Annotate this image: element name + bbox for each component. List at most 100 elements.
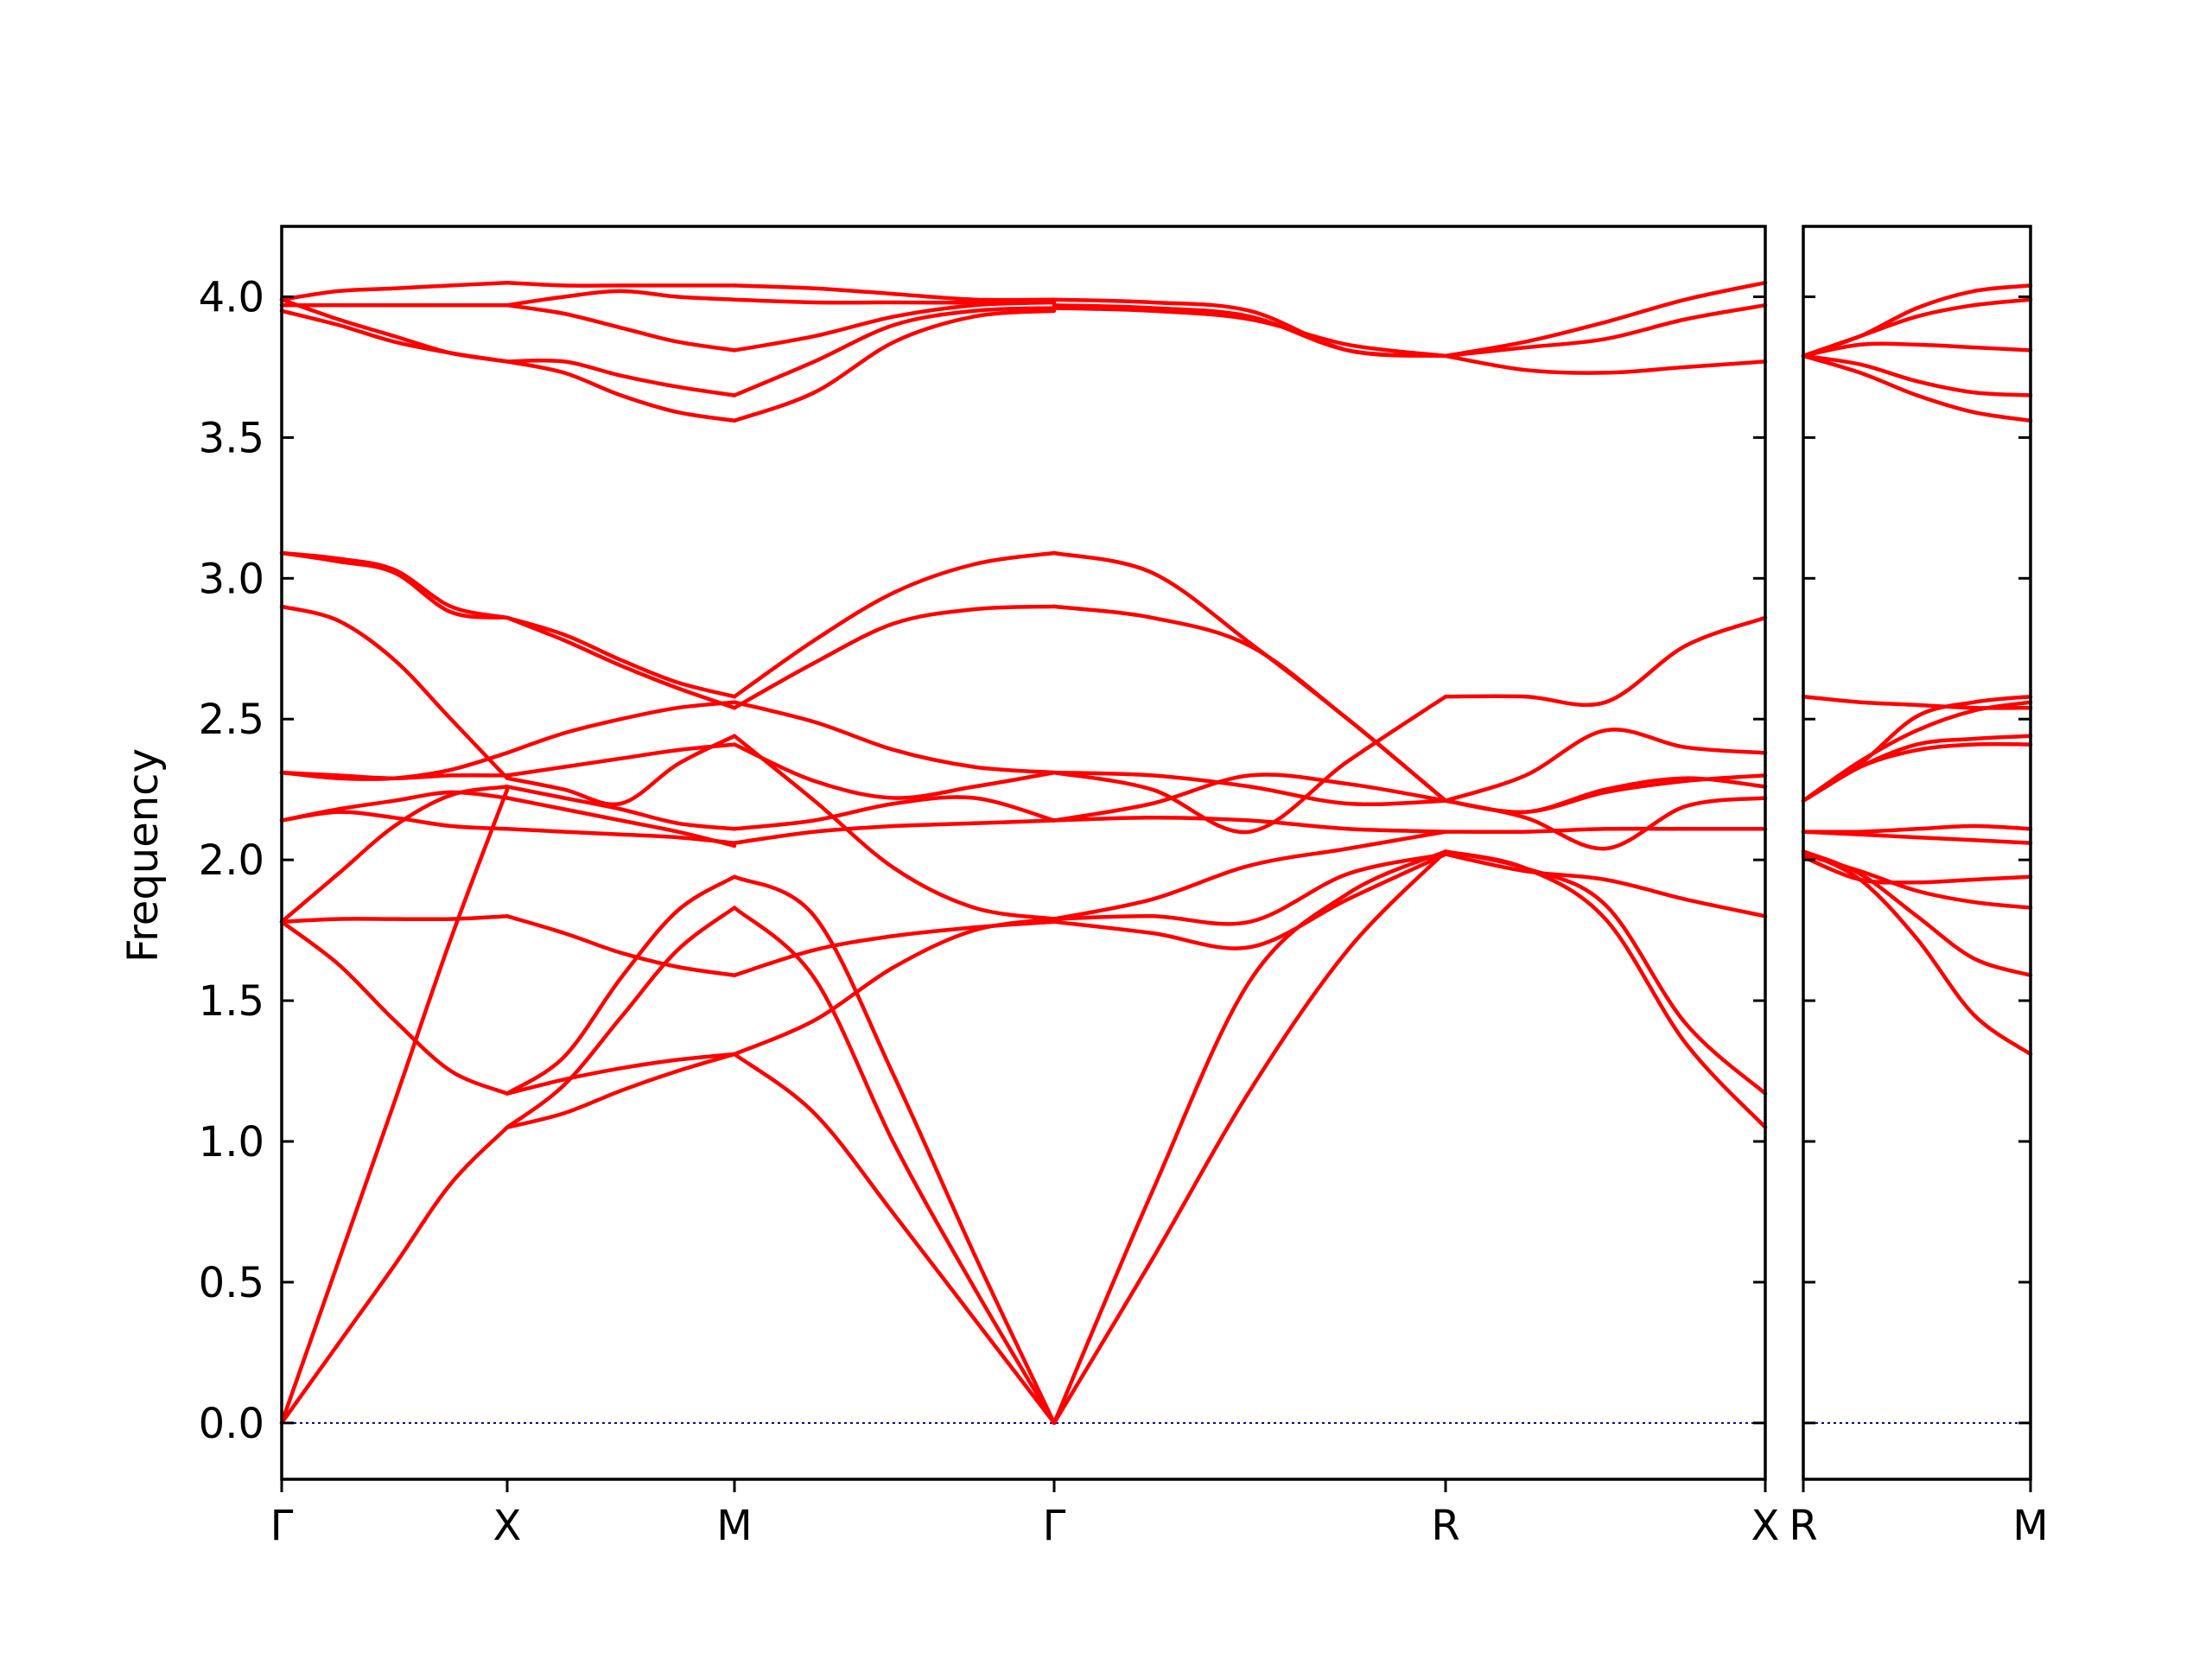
band-line-p2-s1-b13: [1801, 353, 2033, 397]
band-line-p1-s5-b3: [1443, 852, 1768, 918]
band-line-p1-s3-b7: [732, 795, 1057, 831]
band-line-p1-s5-b4: [1443, 826, 1768, 835]
band-line-p1-s3-b17: [732, 283, 1057, 302]
band-line-p1-s2-b17: [505, 289, 737, 308]
band-line-p2-s1-b4: [1801, 855, 2033, 885]
band-line-p1-s3-b8: [732, 742, 1057, 800]
band-line-p1-s2-b15: [505, 358, 737, 397]
ytick-label-3: 1.5: [199, 977, 264, 1026]
band-line-p1-s2-b3: [505, 1052, 737, 1096]
band-line-p1-s3-b14: [732, 306, 1057, 397]
band-line-p1-s5-b2: [1443, 849, 1768, 1096]
band-line-p1-s2-b10: [505, 734, 737, 807]
ytick-label-0: 0.0: [199, 1400, 264, 1448]
band-line-p1-s4-b1: [1052, 849, 1448, 1426]
xtick-label-p1-4: R: [1431, 1502, 1459, 1550]
band-line-p1-s1-b7: [279, 790, 510, 823]
band-line-p1-s3-b15: [732, 300, 1057, 353]
band-line-p1-s5-b12: [1443, 353, 1768, 375]
band-line-p1-s1-b1: [279, 1125, 510, 1426]
tick-labels: 0.00.51.01.52.02.53.03.54.0Γ X M Γ R X R M: [199, 273, 2049, 1550]
ytick-label-1: 0.5: [199, 1259, 264, 1307]
axes-frame-panel-1: [280, 225, 1767, 1481]
band-line-p1-s4-b14: [1052, 297, 1448, 359]
band-line-p1-s4-b11: [1052, 550, 1448, 803]
ytick-label-4: 2.0: [199, 836, 264, 885]
band-line-p1-s2-b5: [505, 914, 737, 977]
ytick-label-5: 2.5: [199, 696, 264, 744]
band-line-p1-s1-b5: [279, 785, 510, 925]
band-line-p1-s1-b16: [279, 280, 510, 302]
band-line-p1-s1-b2: [279, 787, 510, 1426]
band-line-p2-s1-b11: [1801, 694, 2033, 710]
band-line-p2-s1-b16: [1801, 283, 2033, 359]
band-line-p1-s4-b7: [1052, 772, 1448, 823]
band-line-p1-s2-b12: [505, 615, 737, 710]
band-line-p1-s2-b13: [505, 615, 737, 699]
band-line-p1-s1-b3: [279, 919, 510, 1096]
xtick-label-p2-1: M: [2012, 1502, 2048, 1550]
band-line-p1-s2-b7: [505, 796, 737, 849]
xtick-label-p1-3: Γ: [1043, 1502, 1066, 1550]
xtick-label-p1-0: Γ: [270, 1502, 294, 1550]
band-line-p1-s5-b7: [1443, 776, 1768, 815]
band-line-p1-s1-b11: [279, 550, 510, 620]
band-line-p1-s4-b4: [1052, 852, 1448, 926]
band-line-p1-s2-b4: [505, 874, 737, 1096]
band-line-p1-s2-b16: [505, 302, 737, 353]
ytick-label-8: 4.0: [199, 273, 264, 321]
band-line-p1-s3-b12: [732, 550, 1057, 699]
xtick-label-p2-0: R: [1789, 1502, 1817, 1550]
band-line-p2-s1-b10: [1801, 694, 2033, 803]
band-line-p2-s1-b7: [1801, 741, 2033, 803]
band-line-p1-s5-b8: [1443, 773, 1768, 815]
band-line-p1-s1-b15: [279, 297, 510, 364]
band-line-p1-s1-b9: [279, 770, 510, 780]
band-line-p1-s5-b9: [1443, 615, 1768, 708]
band-line-p1-s5-b6: [1443, 796, 1768, 851]
axis-ticks: [280, 295, 2032, 1492]
band-line-p1-s4-b12: [1052, 306, 1448, 359]
xtick-label-p1-1: X: [493, 1502, 522, 1550]
band-line-p1-s4-b6: [1052, 816, 1448, 834]
band-line-p1-s5-b5: [1443, 728, 1768, 803]
band-line-p2-s1-b1: [1801, 849, 2033, 1057]
band-line-p1-s2-b6: [505, 827, 737, 845]
band-line-p1-s2-b11: [505, 700, 737, 755]
band-line-p1-s3-b9: [732, 734, 1057, 921]
band-line-p1-s3-b1: [732, 1052, 1057, 1426]
ytick-label-2: 1.0: [199, 1118, 264, 1166]
band-line-p1-s1-b12: [279, 550, 510, 620]
band-line-p1-s3-b11: [732, 604, 1057, 710]
band-line-p1-s3-b13: [732, 308, 1057, 423]
axes-frames: [280, 225, 2032, 1481]
band-line-p1-s2-b8: [505, 785, 737, 831]
band-line-p1-s3-b5: [732, 917, 1057, 1057]
band-line-p1-s5-b1: [1443, 849, 1768, 1129]
band-line-p1-s4-b10: [1052, 604, 1448, 803]
band-line-p1-s2-b1: [505, 1052, 737, 1129]
band-line-p1-s4-b3: [1052, 852, 1448, 950]
xtick-label-p1-2: M: [716, 1502, 752, 1550]
band-line-p1-s2-b2: [505, 906, 737, 1129]
band-line-p1-s1-b4: [279, 914, 510, 925]
ytick-label-7: 3.5: [199, 414, 264, 462]
band-line-p1-s1-b10: [279, 604, 510, 780]
band-line-p1-s2-b9: [505, 742, 737, 778]
band-line-p1-s3-b3: [732, 874, 1057, 1426]
band-line-p1-s5-b11: [1443, 302, 1768, 359]
axes-frame-panel-2: [1802, 225, 2032, 1481]
band-line-p1-s2-b18: [505, 280, 737, 288]
band-lines: [279, 280, 2033, 1426]
band-line-p2-s1-b14: [1801, 341, 2033, 359]
band-line-p1-s5-b10: [1443, 280, 1768, 359]
band-line-p2-s1-b6: [1801, 823, 2033, 835]
band-line-p1-s3-b6: [732, 818, 1057, 845]
ytick-label-6: 3.0: [199, 555, 264, 603]
y-axis-label: Frequency: [119, 748, 168, 963]
band-line-p1-s4-b5: [1052, 830, 1448, 921]
band-line-p1-s3-b2: [732, 906, 1057, 1426]
band-line-p1-s4-b8: [1052, 770, 1448, 806]
